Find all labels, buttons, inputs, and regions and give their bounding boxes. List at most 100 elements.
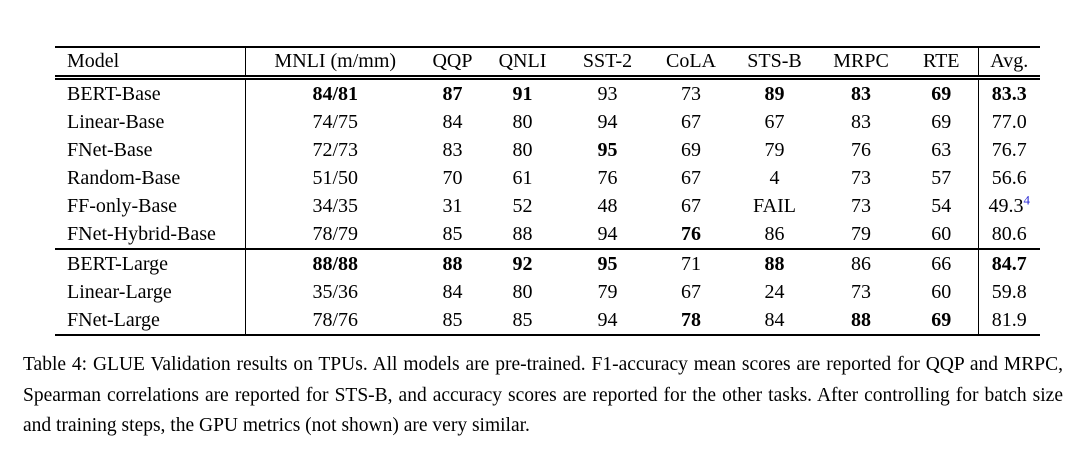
cell-ff-only-base-rte: 54: [931, 194, 952, 217]
cell-linear-base-mnli-m-mm: 74/75: [312, 110, 359, 133]
cell-fnet-hybrid-base-sst-2: 94: [597, 222, 618, 245]
table-header-row: Model MNLI (m/mm) QQP QNLI SST-2 CoLA STS-B MRP…: [55, 47, 1040, 80]
row-label-fnet-large: FNet-Large: [55, 306, 246, 335]
cell-ff-only-base-mnli-m-mm: 34/35: [312, 194, 359, 217]
row-label-bert-base: BERT-Base: [55, 77, 246, 108]
header-cell-model: Model: [55, 47, 246, 80]
cell-fnet-large-qnli: 85: [512, 308, 533, 331]
cell-fnet-large-mnli-m-mm: 78/76: [312, 308, 359, 331]
cell-fnet-hybrid-base-mnli-m-mm: 78/79: [312, 222, 359, 245]
header-cell-sts-b: STS-B: [732, 47, 817, 80]
row-label-random-base: Random-Base: [55, 164, 246, 192]
cell-linear-large-qnli: 80: [512, 280, 533, 303]
cell-bert-large-rte: 66: [905, 248, 978, 278]
cell-linear-large-avg: 59.8: [977, 278, 1040, 306]
cell-bert-base-avg: 83.3: [977, 77, 1040, 108]
cell-ff-only-base-avg: 49.34: [977, 192, 1040, 220]
cell-linear-base-mrpc: 83: [851, 110, 871, 133]
table-row-bert-base: BERT-Base 84/81 87 91 93 73 89 83 69 83.3: [55, 77, 1040, 108]
cell-linear-base-sts-b: 67: [764, 110, 785, 133]
cell-fnet-base-qqp: 83: [442, 138, 463, 161]
table-row-fnet-hybrid-base: FNet-Hybrid-Base 78/79 85 88 94 76 86 79 60 80.6: [55, 220, 1040, 249]
table-row-linear-large: Linear-Large 35/36 84 80 79 67 24 73 60 59.8: [55, 278, 1040, 306]
cell-fnet-large-mrpc: 88: [851, 308, 871, 331]
table-body: BERT-Base 84/81 87 91 93 73 89 83 69 83.3 Linear-B…: [55, 77, 1040, 335]
cell-bert-base-sst-2: 93: [597, 82, 618, 105]
table-row-fnet-large: FNet-Large 78/76 85 85 94 78 84 88 69 81.9: [55, 306, 1040, 335]
cell-linear-large-mrpc: 73: [851, 280, 871, 303]
cell-bert-base-qqp: 87: [442, 82, 463, 105]
cell-bert-large-cola: 71: [650, 248, 732, 278]
cell-fnet-hybrid-base-sts-b: 86: [764, 222, 785, 245]
cell-random-base-avg: 56.6: [977, 164, 1040, 192]
cell-random-base-sst-2: 76: [597, 166, 618, 189]
cell-random-base-cola: 67: [681, 166, 701, 189]
cell-random-base-rte: 57: [931, 166, 952, 189]
row-label-ff-only-base: FF-only-Base: [55, 192, 246, 220]
cell-bert-base-mrpc: 83: [851, 82, 871, 105]
cell-ff-only-base-cola: 67: [681, 194, 701, 217]
cell-bert-base-cola: 73: [681, 82, 701, 105]
cell-bert-large-mnli-m-mm: 88/88: [245, 248, 425, 278]
cell-random-base-qqp: 70: [442, 166, 463, 189]
cell-fnet-hybrid-base-qnli: 88: [512, 222, 533, 245]
cell-fnet-large-rte: 69: [931, 308, 952, 331]
cell-ff-only-base-mrpc: 73: [851, 194, 871, 217]
table-caption: Table 4: GLUE Validation results on TPUs…: [23, 354, 1063, 436]
header-cell-mrpc: MRPC: [817, 47, 905, 80]
cell-fnet-base-mnli-m-mm: 72/73: [312, 138, 359, 161]
cell-bert-large-sst-2: 95: [565, 248, 650, 278]
cell-linear-base-sst-2: 94: [597, 110, 618, 133]
cell-linear-base-qqp: 84: [442, 110, 463, 133]
cell-linear-base-rte: 69: [931, 110, 952, 133]
cell-linear-large-mnli-m-mm: 35/36: [312, 280, 359, 303]
cell-ff-only-base-qnli: 52: [512, 194, 533, 217]
cell-linear-large-sts-b: 24: [764, 280, 785, 303]
cell-bert-large-qnli: 92: [480, 248, 565, 278]
cell-random-base-qnli: 61: [512, 166, 533, 189]
cell-fnet-large-sst-2: 94: [597, 308, 618, 331]
cell-bert-base-rte: 69: [931, 82, 952, 105]
cell-linear-large-rte: 60: [931, 280, 952, 303]
cell-ff-only-base-sts-b: FAIL: [753, 194, 796, 217]
cell-bert-base-mnli-m-mm: 84/81: [312, 82, 359, 105]
row-label-bert-large: BERT-Large: [55, 248, 246, 278]
cell-fnet-large-cola: 78: [681, 308, 701, 331]
header-cell-qnli: QNLI: [480, 47, 565, 80]
row-label-linear-large: Linear-Large: [55, 278, 246, 306]
header-cell-mnli-m-mm: MNLI (m/mm): [245, 47, 425, 80]
table-row-fnet-base: FNet-Base 72/73 83 80 95 69 79 76 63 76.7: [55, 136, 1040, 164]
cell-bert-large-avg: 84.7: [977, 248, 1040, 278]
footnote-4-link[interactable]: 4: [1023, 192, 1031, 207]
row-label-linear-base: Linear-Base: [55, 108, 246, 136]
cell-bert-base-qnli: 91: [512, 82, 533, 105]
table-row-bert-large: BERT-Large 88/88 88 92 95 71 88 86 66 84.7: [55, 248, 1040, 278]
cell-linear-large-qqp: 84: [442, 280, 463, 303]
cell-fnet-large-qqp: 85: [442, 308, 463, 331]
glue-results-table: Model MNLI (m/mm) QQP QNLI SST-2 CoLA STS-B MRP…: [55, 46, 1040, 336]
cell-fnet-large-sts-b: 84: [764, 308, 785, 331]
header-cell-sst-2: SST-2: [565, 47, 650, 80]
cell-bert-base-sts-b: 89: [764, 82, 785, 105]
cell-fnet-base-avg: 76.7: [977, 136, 1040, 164]
table-row-ff-only-base: FF-only-Base 34/35 31 52 48 67 FAIL 73 54 49.34: [55, 192, 1040, 220]
cell-fnet-hybrid-base-avg: 80.6: [977, 220, 1040, 249]
cell-fnet-base-sts-b: 79: [764, 138, 785, 161]
cell-bert-large-mrpc: 86: [817, 248, 905, 278]
header-cell-cola: CoLA: [650, 47, 732, 80]
header-cell-qqp: QQP: [425, 47, 480, 80]
cell-fnet-base-sst-2: 95: [597, 138, 618, 161]
cell-fnet-hybrid-base-rte: 60: [931, 222, 952, 245]
cell-bert-large-qqp: 88: [425, 248, 480, 278]
row-label-fnet-base: FNet-Base: [55, 136, 246, 164]
cell-linear-base-qnli: 80: [512, 110, 533, 133]
table-row-random-base: Random-Base 51/50 70 61 76 67 4 73 57 56.6: [55, 164, 1040, 192]
cell-random-base-mrpc: 73: [851, 166, 871, 189]
cell-fnet-base-rte: 63: [931, 138, 952, 161]
cell-random-base-sts-b: 4: [769, 166, 780, 189]
header-cell-avg: Avg.: [977, 47, 1040, 80]
cell-fnet-base-mrpc: 76: [851, 138, 871, 161]
cell-fnet-large-avg: 81.9: [977, 306, 1040, 335]
cell-fnet-hybrid-base-qqp: 85: [442, 222, 463, 245]
cell-fnet-base-qnli: 80: [512, 138, 533, 161]
